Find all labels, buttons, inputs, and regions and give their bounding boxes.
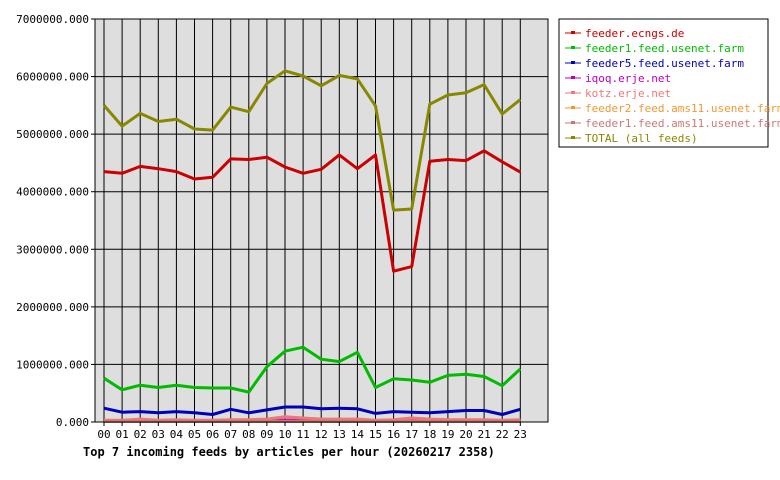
y-tick-label: 2000000.000 [16, 301, 89, 314]
series-line [103, 149, 522, 273]
x-tick-label: 05 [188, 428, 201, 441]
x-tick-label: 17 [405, 428, 418, 441]
y-tick-label: 6000000.000 [16, 71, 89, 84]
legend-swatch-marker [571, 136, 575, 139]
x-tick-label: 07 [224, 428, 237, 441]
x-tick-label: 08 [242, 428, 255, 441]
y-tick-label: 3000000.000 [16, 243, 89, 256]
series-line [102, 69, 522, 212]
y-tick-label: 7000000.000 [16, 13, 89, 26]
x-tick-label: 01 [115, 428, 128, 441]
x-tick-label: 19 [441, 428, 454, 441]
legend-swatch-marker [571, 76, 575, 79]
x-tick-label: 13 [333, 428, 346, 441]
x-tick-label: 21 [477, 428, 490, 441]
y-tick-label: 4000000.000 [16, 186, 89, 199]
legend-label: feeder5.feed.usenet.farm [585, 57, 744, 70]
x-tick-label: 22 [496, 428, 509, 441]
x-tick-label: 15 [369, 428, 382, 441]
x-tick-label: 14 [351, 428, 365, 441]
series-line [104, 415, 521, 422]
x-tick-label: 02 [134, 428, 147, 441]
series-line [103, 405, 521, 416]
x-axis-ticks: 00 01 02 03 04 05 06 07 08 09 10 11 12 13 14 15 16 17 18 19… [97, 422, 527, 441]
x-tick-label: 16 [387, 428, 400, 441]
x-tick-label: 12 [315, 428, 328, 441]
x-tick-label: 00 [97, 428, 110, 441]
legend-label: TOTAL (all feeds) [585, 132, 698, 145]
legend-swatch-marker [571, 31, 575, 34]
y-tick-label: 0.000 [56, 416, 89, 429]
y-tick-label: 1000000.000 [16, 358, 89, 371]
x-tick-label: 04 [170, 428, 184, 441]
x-tick-label: 23 [514, 428, 527, 441]
legend-label: iqoq.erje.net [585, 72, 671, 85]
legend-label: feeder1.feed.ams11.usenet.farm [585, 117, 780, 130]
legend-box [558, 18, 769, 148]
legend-swatch-marker [571, 91, 575, 94]
legend-label: feeder.ecngs.de [585, 27, 684, 40]
series-line [103, 345, 522, 394]
x-tick-label: 18 [423, 428, 436, 441]
chart-title: Top 7 incoming feeds by articles per hou… [83, 445, 495, 459]
x-tick-label: 20 [459, 428, 472, 441]
legend-swatch-marker [571, 106, 575, 109]
x-tick-label: 11 [296, 428, 309, 441]
x-tick-label: 03 [152, 428, 165, 441]
x-tick-label: 09 [260, 428, 273, 441]
vertical-gridlines [103, 19, 521, 422]
legend: feeder.ecngs.de feeder1.feed.usenet.farm f… [558, 18, 780, 148]
legend-label: kotz.erje.net [585, 87, 671, 100]
legend-label: feeder1.feed.usenet.farm [585, 42, 744, 55]
legend-swatch-marker [571, 61, 575, 64]
legend-label: feeder2.feed.ams11.usenet.farm [585, 102, 780, 115]
x-tick-label: 06 [206, 428, 219, 441]
series-lines [102, 69, 522, 423]
y-tick-label: 5000000.000 [16, 128, 89, 141]
x-tick-label: 10 [278, 428, 291, 441]
y-axis-ticks: 0.000 1000000.000 2000000.000 3000000.000 40… [16, 13, 95, 429]
legend-swatch-marker [571, 121, 575, 124]
legend-swatch-marker [571, 46, 575, 49]
